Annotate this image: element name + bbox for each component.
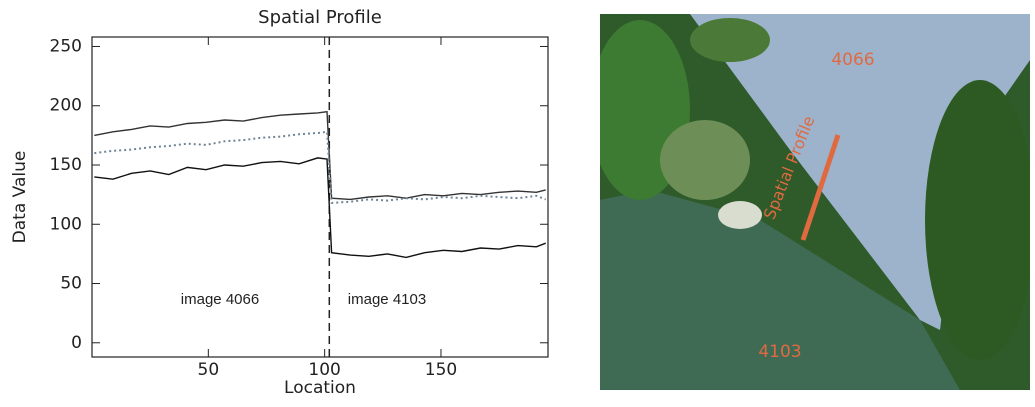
- y-tick-label: 0: [71, 333, 82, 353]
- water-lower: [600, 190, 960, 390]
- series-line: [94, 110, 546, 201]
- annotation: image 4103: [348, 291, 426, 308]
- y-tick-label: 50: [60, 274, 82, 294]
- series-line: [94, 130, 547, 204]
- x-tick-label: 100: [308, 360, 340, 380]
- label-4103: 4103: [758, 342, 801, 362]
- trees-right: [925, 80, 1030, 360]
- y-axis-label: Data Value: [10, 151, 30, 244]
- tree-cluster: [660, 120, 750, 200]
- series-line: [94, 157, 546, 259]
- label-4066: 4066: [831, 50, 874, 70]
- profile-line: [800, 134, 841, 241]
- y-tick-label: 150: [50, 155, 82, 175]
- photo: 4066 4103 Spatial Profile: [600, 14, 1030, 390]
- y-tick-label: 200: [50, 96, 82, 116]
- x-tick-label: 150: [425, 360, 457, 380]
- chart-title: Spatial Profile: [258, 7, 382, 28]
- annotation: image 4066: [181, 291, 259, 308]
- y-tick-label: 100: [50, 214, 82, 234]
- y-tick-label: 250: [50, 36, 82, 56]
- plot-frame: [91, 36, 549, 358]
- x-axis-label: Location: [284, 378, 356, 398]
- x-tick-label: 50: [198, 360, 220, 380]
- sandbar: [718, 201, 762, 229]
- trees-top: [690, 18, 770, 62]
